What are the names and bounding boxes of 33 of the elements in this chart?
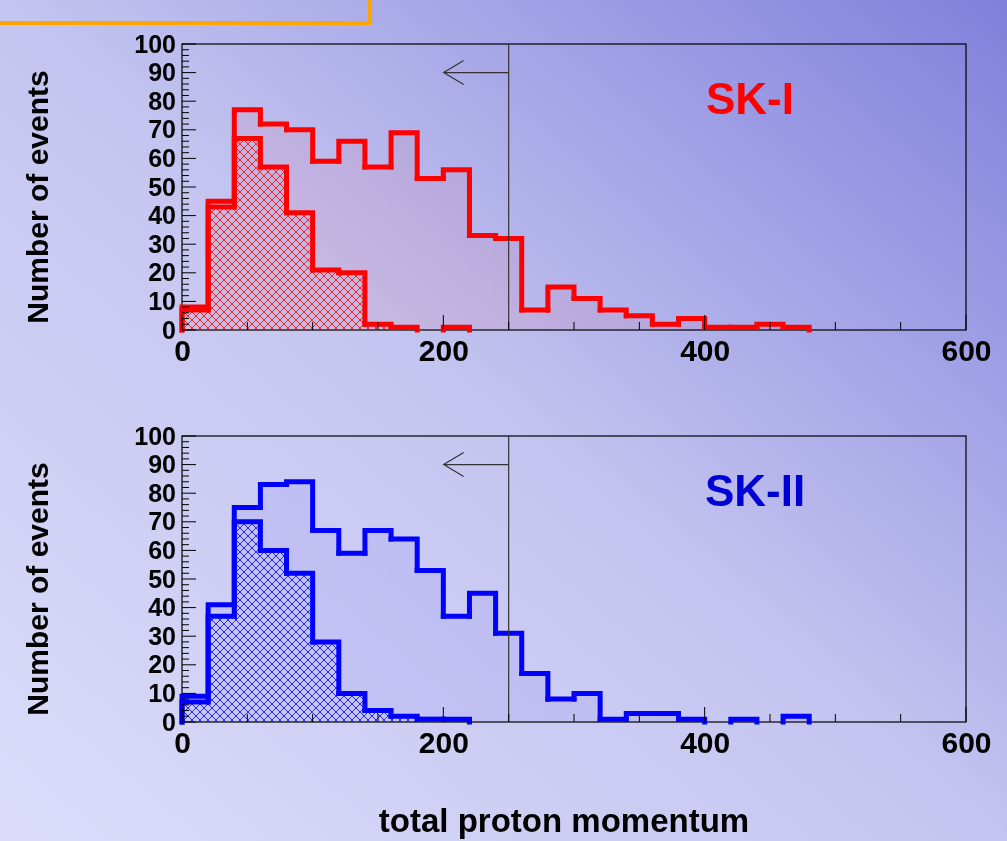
y-tick-label: 70 xyxy=(148,507,176,536)
annotation: SK-I xyxy=(706,74,794,123)
x-axis-title: total proton momentum xyxy=(378,802,750,839)
y-axis-title: Number of events xyxy=(21,462,54,716)
y-axis-title: Number of events xyxy=(21,70,54,324)
y-tick-label: 90 xyxy=(148,58,176,87)
y-tick-label: 10 xyxy=(148,286,176,315)
y-tick-label: 10 xyxy=(148,678,176,707)
y-tick-label: 80 xyxy=(148,478,176,507)
y-tick-label: 50 xyxy=(148,564,176,593)
x-tick-label: 400 xyxy=(680,726,731,760)
y-tick-label: 50 xyxy=(148,172,176,201)
y-tick-label: 30 xyxy=(148,229,176,258)
y-tick-label: 100 xyxy=(134,29,176,58)
x-tick-label: 200 xyxy=(418,726,469,760)
y-tick-label: 60 xyxy=(148,535,176,564)
y-tick-label: 100 xyxy=(134,421,176,450)
y-tick-label: 30 xyxy=(148,621,176,650)
y-tick-label: 60 xyxy=(148,143,176,172)
y-tick-label: 70 xyxy=(148,115,176,144)
y-tick-label: 90 xyxy=(148,450,176,479)
y-tick-label: 0 xyxy=(162,707,176,736)
x-tick-label: 400 xyxy=(680,334,731,368)
y-tick-label: 20 xyxy=(148,650,176,679)
y-tick-label: 80 xyxy=(148,86,176,115)
x-tick-label: 600 xyxy=(941,726,992,760)
y-tick-label: 40 xyxy=(148,201,176,230)
annotation: SK-II xyxy=(704,466,806,515)
x-tick-label: 200 xyxy=(418,334,469,368)
y-tick-label: 20 xyxy=(148,258,176,287)
y-tick-label: 40 xyxy=(148,593,176,622)
x-tick-label: 600 xyxy=(941,334,992,368)
y-tick-label: 0 xyxy=(162,315,176,344)
